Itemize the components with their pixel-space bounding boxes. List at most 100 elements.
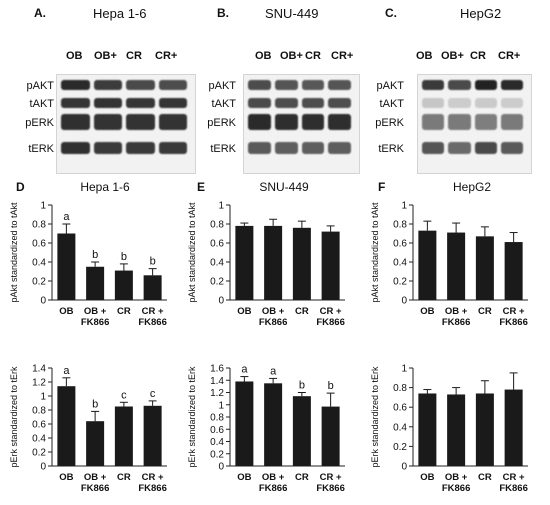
blot-band	[422, 80, 445, 90]
x-tick-label: OB	[420, 306, 434, 317]
y-tick-label: 0	[40, 296, 46, 307]
x-tick-label: CR +	[142, 472, 164, 483]
y-tick-label: 1	[401, 201, 407, 212]
bar	[504, 242, 523, 300]
blot-title: Hepa 1-6	[93, 6, 147, 21]
blot-band	[448, 142, 471, 154]
blot-row-label: tERK	[28, 143, 54, 155]
y-tick-label: 1.4	[32, 364, 46, 375]
x-tick-label: CR	[295, 306, 309, 317]
x-tick-label: CR +	[503, 472, 525, 483]
blot-band	[248, 142, 271, 154]
blot-lane-label: CR+	[498, 50, 521, 62]
y-tick-label: 0.2	[32, 277, 46, 288]
blot-lane-label: OB	[66, 50, 83, 62]
y-tick-label: 0.8	[393, 383, 407, 394]
y-tick-label: 0.4	[393, 422, 407, 433]
blot-band	[328, 114, 351, 130]
y-tick-label: 0.8	[210, 413, 224, 424]
x-tick-label: FK866	[138, 483, 167, 494]
bar	[292, 227, 311, 300]
blot-band	[301, 142, 325, 154]
blot-band	[301, 98, 325, 108]
blot-band	[422, 98, 445, 108]
blot-panel-letter: B.	[217, 6, 229, 20]
blot-band	[500, 80, 523, 90]
bar	[57, 386, 76, 466]
significance-letter: c	[150, 388, 156, 400]
bar	[143, 275, 162, 300]
blot-band	[500, 142, 523, 154]
bar	[292, 396, 311, 466]
blot-band	[500, 114, 523, 130]
blot-lane-label: CR+	[331, 50, 354, 62]
blot-band	[474, 80, 497, 90]
blot-band	[274, 80, 298, 90]
blot-band	[126, 80, 155, 90]
blot-band	[500, 98, 523, 108]
x-tick-label: OB	[237, 306, 251, 317]
y-tick-label: 0.2	[32, 448, 46, 459]
blot-band	[422, 142, 445, 154]
blot-row-label: pERK	[375, 117, 404, 129]
x-tick-label: CR	[117, 472, 131, 483]
blot-band	[448, 98, 471, 108]
y-tick-label: 0.2	[393, 277, 407, 288]
y-tick-label: 1	[218, 201, 224, 212]
blot-lane-label: CR	[126, 50, 142, 62]
y-tick-label: 0.8	[32, 406, 46, 417]
x-tick-label: OB	[237, 472, 251, 483]
blot-band	[61, 80, 90, 90]
bar	[475, 393, 494, 466]
blot-band	[301, 114, 325, 130]
chart-panel-letter: F	[378, 180, 385, 194]
bar	[418, 230, 437, 300]
blot-lane-label: CR	[470, 50, 486, 62]
blot-panel-letter: C.	[385, 6, 397, 20]
bar	[321, 406, 340, 466]
y-tick-label: 0.2	[393, 442, 407, 453]
blot-row-label: tAKT	[211, 98, 236, 110]
x-tick-label: FK866	[499, 317, 528, 328]
y-axis-label: pAkt standardized to tAkt	[370, 202, 380, 303]
blot-band	[274, 114, 298, 130]
significance-letter: a	[63, 365, 70, 377]
blot-lane-label: OB+	[94, 50, 117, 62]
blot-band	[126, 98, 155, 108]
blot-title: SNU-449	[265, 6, 319, 21]
x-tick-label: CR	[478, 472, 492, 483]
chart-title: SNU-449	[259, 180, 309, 194]
y-tick-label: 0.4	[210, 258, 224, 269]
y-tick-label: 1.4	[210, 376, 224, 387]
blot-title: HepG2	[460, 6, 502, 21]
y-tick-label: 0	[40, 462, 46, 473]
y-axis-label: pErk standardized to tErk	[370, 366, 380, 468]
blot-band	[474, 114, 497, 130]
bar	[264, 383, 283, 466]
blot-band	[61, 142, 90, 154]
blot-band	[248, 98, 271, 108]
bar	[114, 270, 133, 300]
x-tick-label: OB +	[445, 306, 468, 317]
y-tick-label: 0.4	[210, 437, 224, 448]
blot-band	[158, 142, 187, 154]
y-tick-label: 0.2	[210, 449, 224, 460]
x-tick-label: FK866	[259, 317, 288, 328]
y-tick-label: 0.6	[393, 403, 407, 414]
x-tick-label: FK866	[442, 483, 471, 494]
bar	[143, 405, 162, 466]
blot-band	[158, 98, 187, 108]
significance-letter: b	[150, 256, 156, 268]
blot-band	[126, 142, 155, 154]
y-tick-label: 0.4	[32, 434, 46, 445]
bar	[504, 389, 523, 466]
blot-band	[474, 142, 497, 154]
significance-letter: b	[92, 249, 98, 261]
chart-title: Hepa 1-6	[80, 180, 130, 194]
bar	[86, 421, 105, 466]
significance-letter: a	[241, 364, 248, 376]
x-tick-label: OB	[59, 306, 73, 317]
blot-band	[248, 80, 271, 90]
blot-row-label: tAKT	[29, 98, 54, 110]
